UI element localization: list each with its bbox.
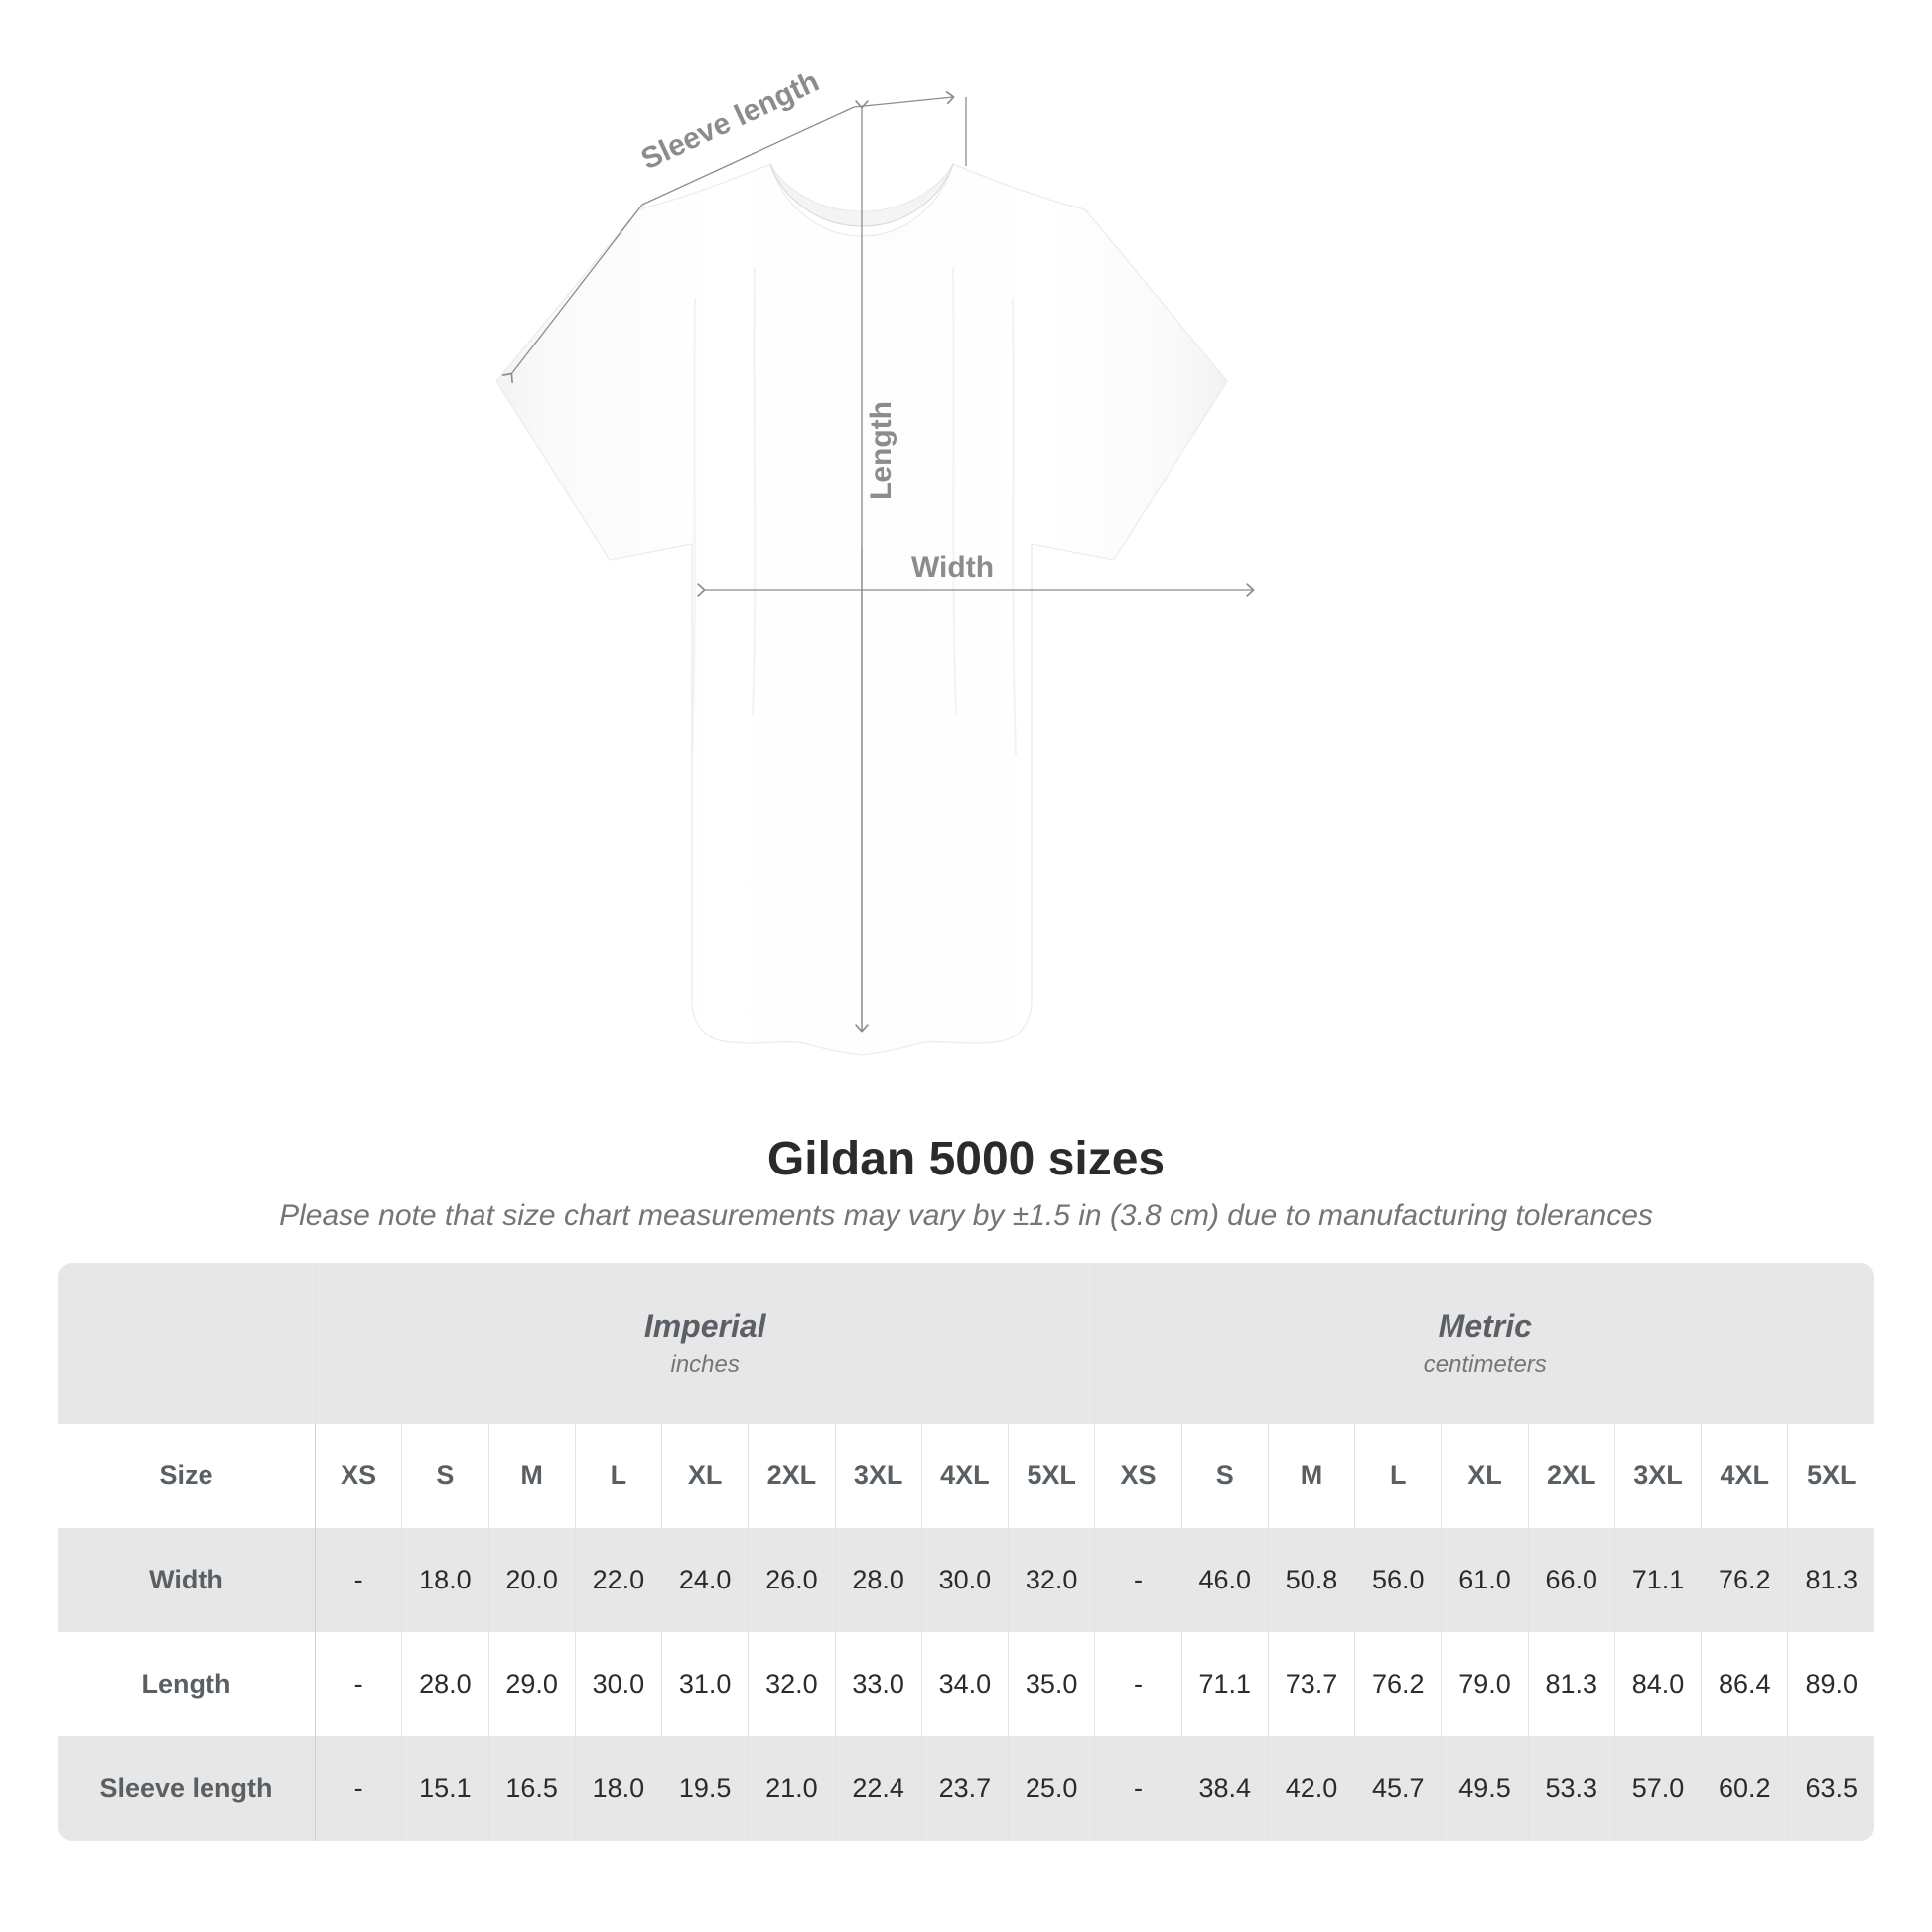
svg-text:Width: Width: [911, 551, 994, 584]
svg-text:Sleeve length: Sleeve length: [636, 66, 824, 177]
svg-text:Length: Length: [865, 401, 897, 500]
